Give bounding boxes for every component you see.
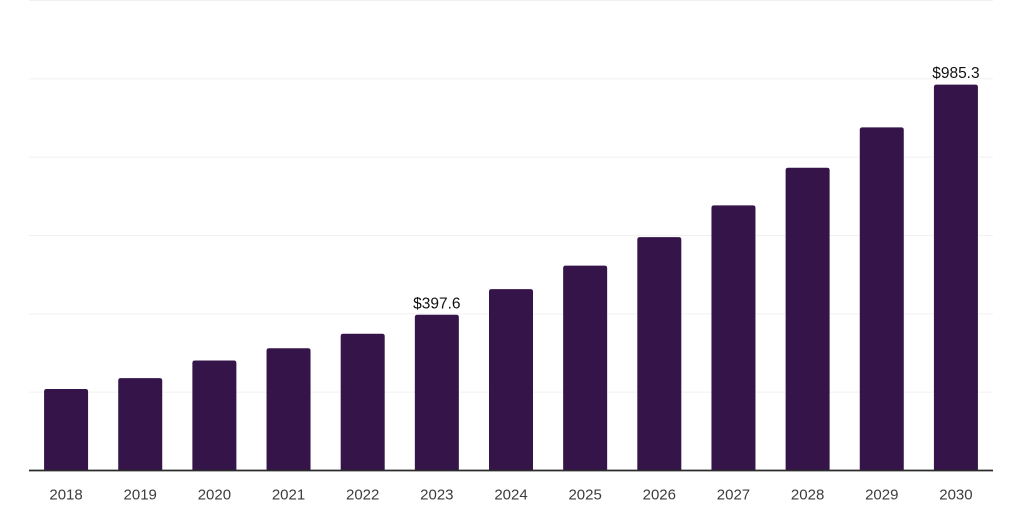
x-tick-label-2026: 2026 <box>643 487 676 504</box>
bar-2029 <box>859 127 904 471</box>
x-tick-label-2029: 2029 <box>865 487 898 504</box>
x-tick-label-2023: 2023 <box>420 487 453 504</box>
x-tick-label-2022: 2022 <box>346 487 379 504</box>
x-tick-label-2020: 2020 <box>198 487 231 504</box>
bar-2023 <box>414 314 459 471</box>
bar-2022 <box>340 333 385 471</box>
bar-2026 <box>637 237 682 471</box>
x-tick-label-2018: 2018 <box>49 487 82 504</box>
bar-2020 <box>192 360 237 471</box>
x-tick-label-2024: 2024 <box>494 487 527 504</box>
bar-2019 <box>118 378 163 471</box>
bar-2028 <box>785 167 830 471</box>
bar-value-label-2023: $397.6 <box>413 295 460 312</box>
bar-2024 <box>489 289 533 471</box>
x-tick-label-2025: 2025 <box>568 487 601 504</box>
x-tick-label-2021: 2021 <box>272 487 305 504</box>
x-tick-label-2027: 2027 <box>717 487 750 504</box>
bar-2030 <box>933 84 978 471</box>
bar-2027 <box>711 205 756 471</box>
x-tick-label-2030: 2030 <box>939 487 972 504</box>
bar-2018 <box>44 389 89 471</box>
x-tick-label-2019: 2019 <box>124 487 157 504</box>
bar-2021 <box>266 348 311 471</box>
x-tick-label-2028: 2028 <box>791 487 824 504</box>
bar-value-label-2030: $985.3 <box>932 65 979 82</box>
bar-2025 <box>563 265 608 471</box>
